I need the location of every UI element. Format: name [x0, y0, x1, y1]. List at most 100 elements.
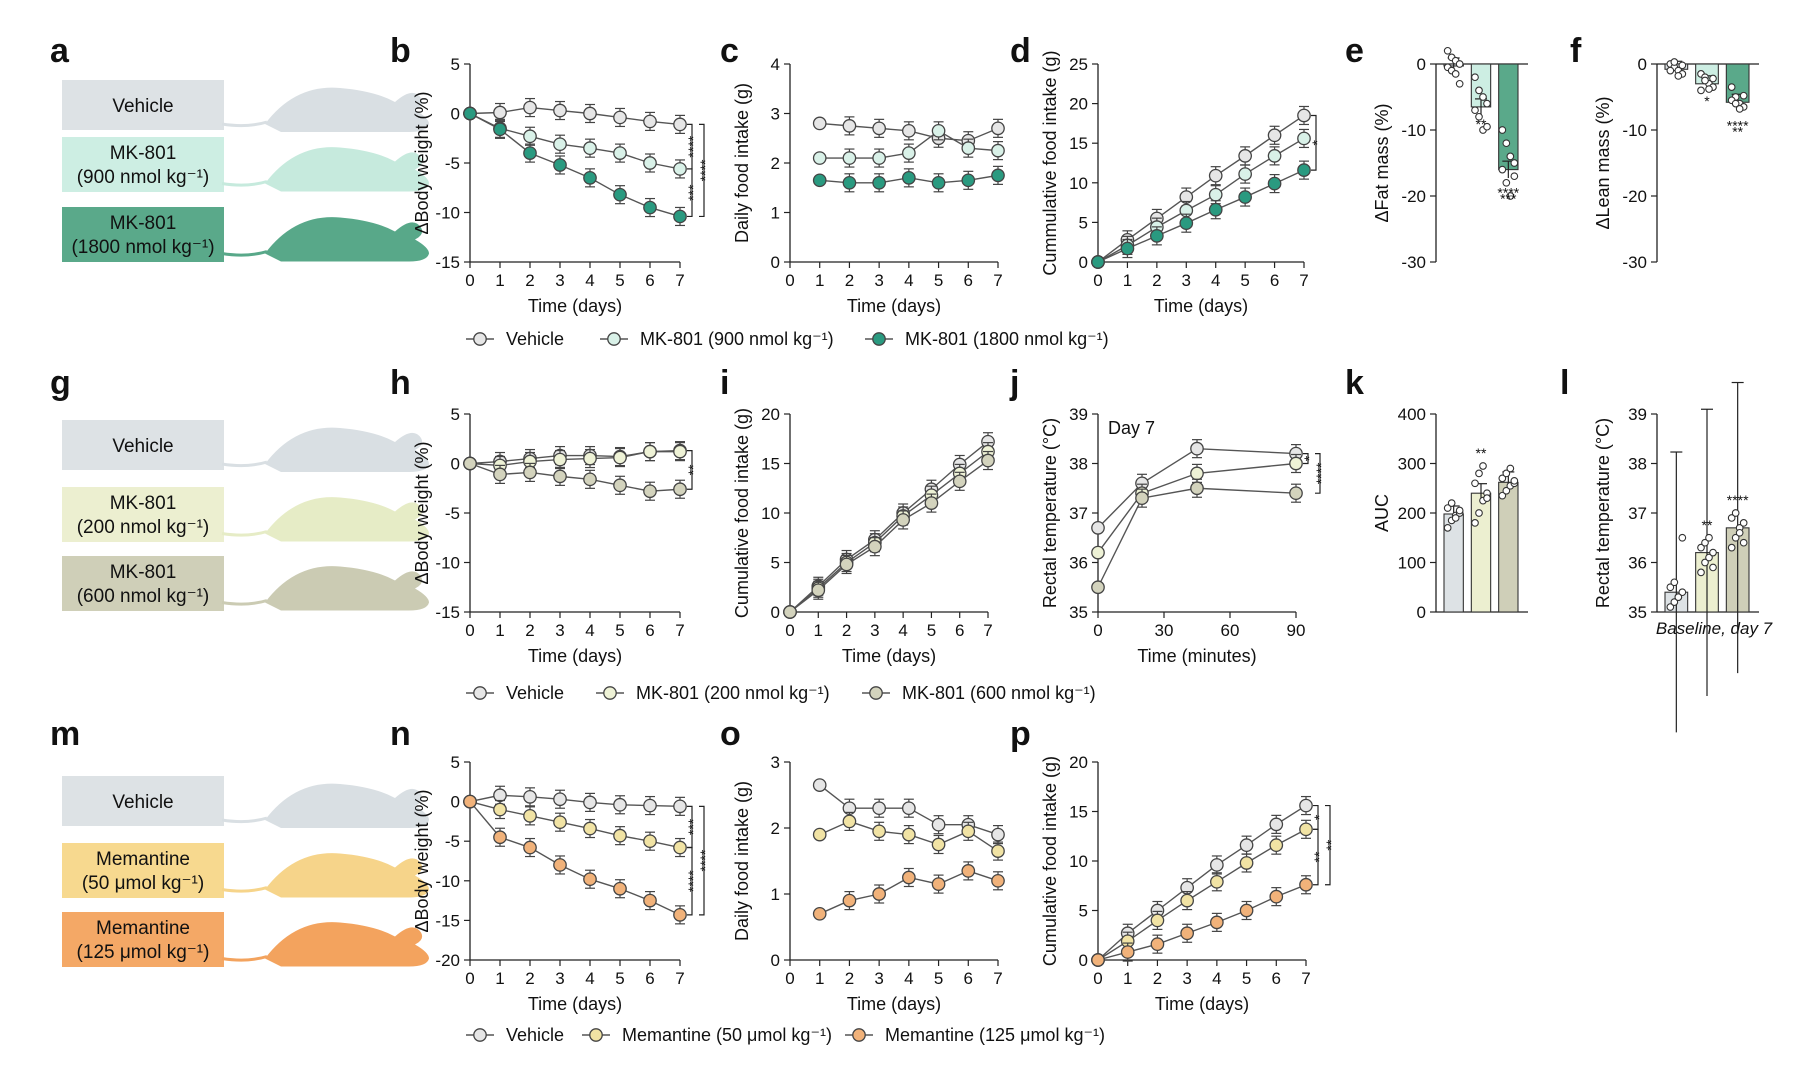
y-tick-label: 100 — [1398, 554, 1426, 573]
x-tick-label: 2 — [1152, 271, 1161, 290]
y-tick-label: -5 — [445, 832, 460, 851]
data-point — [1443, 504, 1452, 512]
data-point — [1297, 108, 1311, 123]
significance-bracket — [687, 168, 693, 218]
data-point — [1455, 506, 1464, 515]
y-axis-label: ΔFat mass (%) — [1372, 103, 1392, 222]
y-tick-label: 37 — [1628, 504, 1647, 523]
x-axis-label: Time (minutes) — [1137, 646, 1256, 666]
data-point — [1475, 86, 1483, 95]
group-label: Vehicle — [112, 96, 173, 117]
data-point — [1709, 548, 1717, 557]
data-point — [1483, 494, 1491, 503]
data-point — [493, 105, 507, 120]
legend: Vehicle Memantine (50 μmol kg⁻¹) Memantine… — [466, 1025, 1105, 1045]
y-tick-label: 1 — [771, 885, 780, 904]
group-label: MK-801 — [110, 562, 177, 583]
significance-label: * — [1309, 140, 1325, 146]
y-axis-label: Rectal temperature (°C) — [1040, 418, 1060, 608]
data-point — [613, 187, 627, 202]
x-axis-label: Time (days) — [1155, 994, 1249, 1014]
data-point — [613, 828, 627, 843]
significance-label: ** — [1732, 123, 1743, 139]
x-tick-label: 3 — [1182, 969, 1191, 988]
significance-label: ** — [1323, 839, 1339, 850]
data-point — [1506, 152, 1515, 161]
data-point — [613, 881, 627, 896]
data-point — [1180, 893, 1194, 908]
chart-o: 3 2 1 00 1 2 3 4 5 6 7 Time (days) Daily food intake… — [732, 753, 1005, 1014]
data-point — [1666, 583, 1675, 592]
data-point — [553, 452, 567, 467]
panel-letter-k: k — [1345, 364, 1364, 402]
x-axis-label: Time (days) — [1154, 296, 1248, 316]
group-label: MK-801 — [110, 143, 177, 164]
y-tick-label: 3 — [771, 753, 780, 772]
y-tick-label: 5 — [771, 554, 780, 573]
data-point — [1299, 822, 1313, 837]
data-point — [553, 137, 567, 152]
data-point — [1735, 528, 1744, 537]
significance-bracket — [687, 846, 693, 916]
data-point — [842, 151, 857, 165]
x-tick-label: 0 — [1093, 271, 1102, 290]
chart-d: 25 20 15 10 5 00 1 2 3 4 5 6 7 Time (days) Cummulative… — [1040, 50, 1325, 316]
treatment-group: MK-801 (1800 nmol kg⁻¹) — [62, 207, 429, 262]
data-point — [1299, 798, 1313, 813]
x-tick-label: 60 — [1221, 621, 1240, 640]
x-tick-label: 0 — [785, 271, 794, 290]
data-point — [1208, 202, 1223, 217]
y-tick-label: 0 — [1638, 55, 1647, 74]
y-tick-label: 0 — [451, 793, 460, 812]
x-tick-label: 5 — [615, 271, 624, 290]
data-point — [1709, 74, 1717, 83]
y-tick-label: -20 — [435, 951, 460, 970]
data-point — [1666, 66, 1675, 75]
x-tick-label: 30 — [1155, 621, 1174, 640]
data-point — [1180, 926, 1194, 941]
data-point — [613, 146, 627, 160]
data-point — [523, 129, 537, 144]
data-point — [1498, 474, 1507, 483]
data-point — [812, 173, 827, 188]
data-point — [931, 123, 946, 138]
y-axis-label: Rectal temperature (°C) — [1593, 418, 1613, 608]
x-tick-label: 6 — [1272, 969, 1281, 988]
data-point — [673, 209, 687, 224]
y-tick-label: -20 — [1622, 187, 1647, 206]
data-point — [613, 478, 627, 493]
y-tick-label: -15 — [435, 911, 460, 930]
data-point — [493, 467, 507, 482]
data-point — [868, 539, 882, 554]
data-point — [1451, 514, 1460, 522]
y-tick-label: 200 — [1398, 504, 1426, 523]
data-point — [812, 906, 827, 921]
y-tick-label: 38 — [1069, 455, 1088, 474]
data-point — [1297, 163, 1311, 177]
x-tick-label: 6 — [1270, 271, 1279, 290]
panel-letter-f: f — [1570, 32, 1582, 70]
data-point — [1506, 192, 1515, 200]
mouse-icon — [221, 427, 429, 472]
data-point — [902, 123, 916, 138]
y-tick-label: 10 — [1069, 852, 1088, 871]
x-tick-label: 6 — [964, 271, 973, 290]
mouse-icon — [221, 922, 429, 967]
data-point — [1678, 533, 1687, 542]
data-point — [1510, 476, 1519, 485]
significance-label: *** — [685, 184, 701, 201]
y-axis-label: Daily food intake (g) — [732, 83, 752, 243]
data-point — [1502, 486, 1511, 495]
data-point — [1239, 838, 1254, 853]
x-tick-label: 4 — [585, 969, 594, 988]
data-point — [1674, 72, 1683, 80]
data-point — [1678, 588, 1687, 597]
significance-label: ** — [1702, 517, 1713, 533]
x-tick-label: 3 — [555, 621, 564, 640]
data-point — [1471, 73, 1479, 82]
data-point — [1443, 46, 1452, 55]
x-tick-label: 0 — [465, 621, 474, 640]
data-point — [463, 456, 477, 471]
significance-label: **** — [1497, 185, 1519, 201]
panel-letter-m: m — [50, 715, 80, 753]
